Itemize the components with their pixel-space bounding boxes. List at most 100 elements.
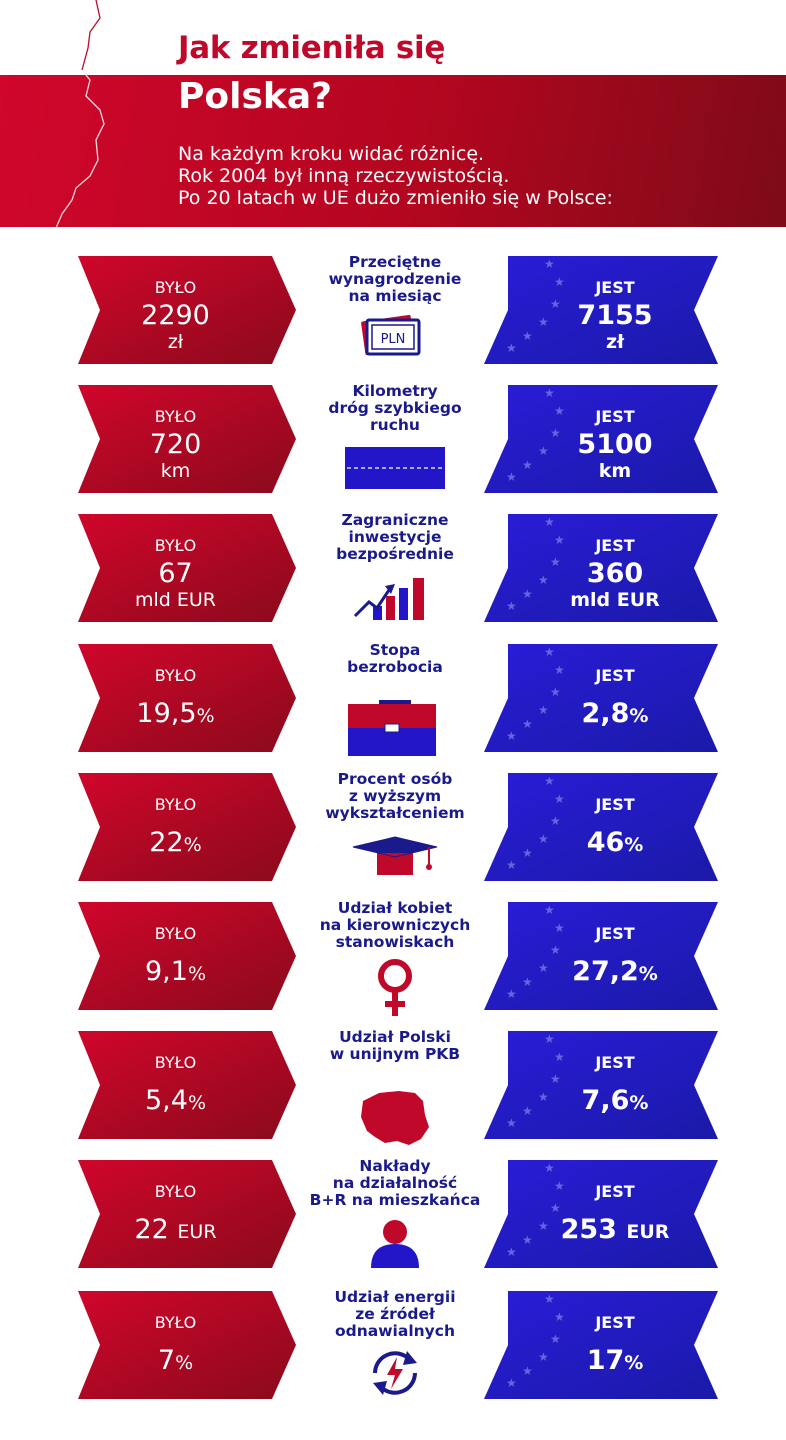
was-number: 720 xyxy=(149,429,202,460)
was-unit: EUR xyxy=(177,1221,217,1243)
was-arrow-shape xyxy=(78,385,296,493)
row-title-line: Kilometry xyxy=(352,382,438,400)
header-banner xyxy=(0,75,786,227)
banknote-pln-icon: PLN xyxy=(345,312,445,364)
was-unit: mld EUR xyxy=(134,589,216,611)
comparison-row: ★ ★ ★ ★ ★ ★ BYŁO 19,5% JEST 2,8% Stopa bezrobocia xyxy=(0,642,786,756)
eu-star-icon: ★ xyxy=(544,257,555,271)
row-title-line: ruchu xyxy=(370,416,420,434)
row-title-line: Udział kobiet xyxy=(337,899,453,917)
was-arrow-shape xyxy=(78,773,296,881)
is-number: 2,8 xyxy=(581,698,630,729)
highway-icon xyxy=(340,441,450,493)
was-value: 2290 zł xyxy=(78,300,273,354)
eu-star-icon: ★ xyxy=(538,1090,549,1104)
was-label: BYŁO xyxy=(154,407,197,426)
was-number: 9,1 xyxy=(144,956,188,987)
was-value: 22% xyxy=(78,828,273,860)
eu-star-icon: ★ xyxy=(506,1245,517,1259)
eu-star-icon: ★ xyxy=(538,703,549,717)
eu-star-icon: ★ xyxy=(550,685,561,699)
eu-star-icon: ★ xyxy=(506,1116,517,1130)
row-title-line: B+R na mieszkańca xyxy=(309,1191,481,1209)
is-number: 5100 xyxy=(577,429,653,460)
row-title-line: stanowiskach xyxy=(335,933,455,951)
row-title-line: na miesiąc xyxy=(348,287,442,305)
eu-star-icon: ★ xyxy=(506,729,517,743)
eu-star-icon: ★ xyxy=(550,943,561,957)
row-title-line: wykształceniem xyxy=(325,804,465,822)
row-title-line: Udział energii xyxy=(334,1288,456,1306)
eu-star-icon: ★ xyxy=(506,987,517,1001)
was-unit: km xyxy=(160,460,191,482)
eu-star-icon: ★ xyxy=(550,1201,561,1215)
is-label: JEST xyxy=(595,1313,635,1332)
is-unit: % xyxy=(624,834,644,856)
eu-star-icon: ★ xyxy=(554,663,565,677)
comparison-row: ★ ★ ★ ★ ★ ★ BYŁO 7% JEST 17% Udział energii ze źród… xyxy=(0,1288,786,1399)
is-value: 7155 zł xyxy=(500,300,730,354)
was-arrow-shape xyxy=(78,514,296,622)
is-value: 5100 km xyxy=(500,429,730,483)
row-title: Udział kobiet na kierowniczych stanowiskac… xyxy=(300,900,490,951)
eu-star-icon: ★ xyxy=(544,1032,555,1046)
graduation-cap-icon xyxy=(345,829,445,881)
female-symbol-icon xyxy=(345,958,445,1016)
comparison-row: ★ ★ ★ ★ ★ ★ BYŁO 2290 zł JEST 7155 zł Przeciętne wyna… xyxy=(0,254,786,364)
is-value: 360 mld EUR xyxy=(500,559,730,612)
is-unit: % xyxy=(624,1352,644,1374)
row-title-line: w unijnym PKB xyxy=(329,1045,461,1063)
person-icon xyxy=(345,1216,445,1268)
row-title-line: Zagraniczne xyxy=(341,511,449,529)
was-arrow-shape xyxy=(78,1291,296,1399)
eu-star-icon: ★ xyxy=(544,774,555,788)
is-value: 46% xyxy=(500,828,730,860)
was-number: 7 xyxy=(157,1345,176,1376)
eu-star-icon: ★ xyxy=(538,315,549,329)
page-title-line1: Jak zmieniła się xyxy=(178,30,446,66)
eu-star-icon: ★ xyxy=(538,573,549,587)
was-arrow-shape xyxy=(78,1031,296,1139)
banknote-text: PLN xyxy=(381,332,406,347)
is-unit: % xyxy=(638,963,658,985)
is-arrow-shape: ★★★★★★ xyxy=(484,902,718,1010)
eu-star-icon: ★ xyxy=(554,921,565,935)
eu-star-icon: ★ xyxy=(522,1364,533,1378)
eu-star-icon: ★ xyxy=(538,1219,549,1233)
row-title: Przeciętne wynagrodzenie na miesiąc xyxy=(300,254,490,305)
eu-star-icon: ★ xyxy=(550,1072,561,1086)
was-number: 5,4 xyxy=(144,1085,188,1116)
is-number: 7155 xyxy=(577,300,653,331)
row-title-line: z wyższym xyxy=(348,787,442,805)
was-label: BYŁO xyxy=(154,666,197,685)
eu-star-icon: ★ xyxy=(506,1376,517,1390)
eu-star-icon: ★ xyxy=(550,555,561,569)
eu-star-icon: ★ xyxy=(522,975,533,989)
was-number: 2290 xyxy=(141,300,210,331)
subtitle-line: Rok 2004 był inną rzeczywistością. xyxy=(178,165,510,187)
bar-chart-growth-icon xyxy=(345,570,445,622)
was-value: 67 mld EUR xyxy=(78,559,273,612)
eu-star-icon: ★ xyxy=(544,1292,555,1306)
eu-star-icon: ★ xyxy=(506,341,517,355)
is-label: JEST xyxy=(595,1182,635,1201)
is-arrow-shape: ★★★★★★ xyxy=(484,644,718,752)
was-unit: % xyxy=(196,705,215,727)
was-value: 22 EUR xyxy=(78,1215,273,1247)
eu-star-icon: ★ xyxy=(554,275,565,289)
is-unit: mld EUR xyxy=(570,589,660,611)
is-arrow-shape: ★★★★★★ xyxy=(484,385,718,493)
is-value: 2,8% xyxy=(500,699,730,731)
header: Jak zmieniła się Polska? Na każdym kroku… xyxy=(0,0,786,230)
eu-star-icon: ★ xyxy=(544,515,555,529)
eu-star-icon: ★ xyxy=(544,645,555,659)
is-number: 27,2 xyxy=(572,956,639,987)
is-label: JEST xyxy=(595,666,635,685)
is-value: 7,6% xyxy=(500,1086,730,1118)
was-unit: % xyxy=(183,834,202,856)
row-title: Nakłady na działalność B+R na mieszkańca xyxy=(300,1158,490,1209)
eu-star-icon: ★ xyxy=(550,1332,561,1346)
is-label: JEST xyxy=(595,795,635,814)
subtitle-line: Na każdym kroku widać różnicę. xyxy=(178,143,485,165)
comparison-row: ★ ★ ★ ★ ★ ★ BYŁO 5,4% JEST 7,6% Udział Polski w uni… xyxy=(0,1029,786,1145)
